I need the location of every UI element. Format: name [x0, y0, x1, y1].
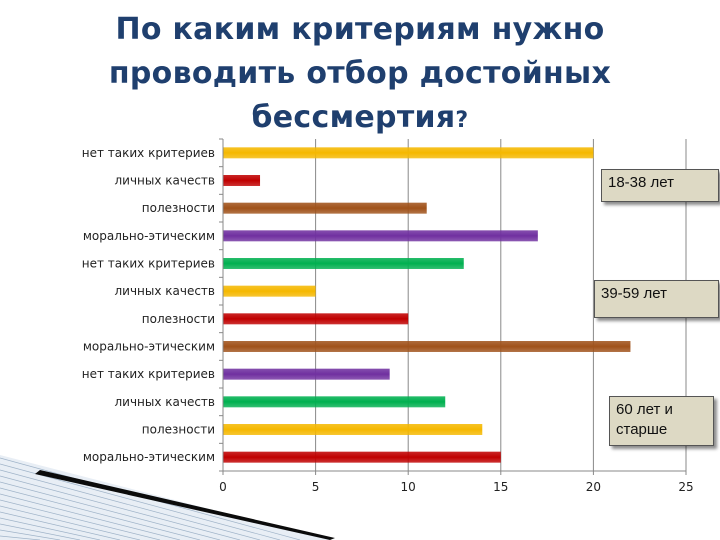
- decor-stripe: [0, 499, 161, 540]
- age-group-callout-39-59: 39-59 лет: [594, 280, 719, 318]
- y-tick-label: личных качеств: [114, 174, 215, 188]
- y-tick-label: нет таких критериев: [82, 257, 215, 271]
- decor-stripe: [0, 523, 81, 540]
- bar: [223, 368, 390, 380]
- y-tick-label: личных качеств: [114, 284, 215, 298]
- bar: [223, 313, 409, 325]
- x-tick-label: 0: [219, 480, 227, 494]
- x-tick-label: 20: [586, 480, 601, 494]
- y-tick-label: нет таких критериев: [82, 146, 215, 160]
- question-mark: ?: [455, 108, 469, 133]
- decor-stripe: [0, 481, 221, 540]
- y-axis-labels: нет таких критериев личных качеств полезно…: [82, 146, 215, 464]
- x-tick-label: 5: [312, 480, 320, 494]
- x-tick-label: 10: [401, 480, 416, 494]
- age-group-callout-60-plus: 60 лет и старше: [609, 396, 714, 446]
- decor-stripe: [0, 505, 141, 540]
- y-tick-label: нет таких критериев: [82, 367, 215, 381]
- y-tick-label: полезности: [142, 423, 215, 437]
- y-tick-label: полезности: [142, 312, 215, 326]
- slide-title: По каким критериям нужно проводить отбор…: [60, 8, 660, 143]
- chart-bars: [223, 147, 631, 463]
- bar: [223, 341, 631, 352]
- y-tick-label: личных качеств: [114, 395, 215, 409]
- bar: [223, 285, 316, 297]
- decor-stripe: [0, 469, 261, 540]
- bar: [223, 147, 594, 159]
- y-tick-label: полезности: [142, 201, 215, 215]
- decor-stripe: [0, 535, 41, 540]
- x-axis-labels: 0 5 10 15 20 25: [219, 480, 693, 494]
- y-tick-label: морально-этическим: [83, 340, 215, 354]
- corner-decoration: [0, 455, 335, 540]
- x-tick-label: 15: [493, 480, 508, 494]
- decor-stripe: [0, 517, 101, 540]
- x-tick-label: 25: [678, 480, 693, 494]
- bar: [223, 175, 261, 186]
- decor-stripe: [0, 493, 181, 540]
- decor-stripe: [0, 529, 61, 540]
- bar: [223, 230, 538, 242]
- y-tick-label: морально-этическим: [83, 229, 215, 243]
- bar: [223, 258, 464, 269]
- bar: [223, 451, 501, 463]
- decor-stripe: [0, 475, 241, 540]
- bar: [223, 424, 483, 435]
- y-tick-label: морально-этическим: [83, 450, 215, 464]
- decor-stripe: [0, 487, 201, 540]
- decor-stripe: [0, 463, 281, 540]
- decor-dark-stroke: [35, 470, 335, 540]
- slide-title-text: По каким критериям нужно проводить отбор…: [108, 12, 612, 135]
- age-group-callout-18-38: 18-38 лет: [601, 169, 719, 202]
- bar: [223, 202, 427, 214]
- bar: [223, 396, 446, 408]
- chart-axes: [219, 138, 687, 475]
- decor-stripe: [0, 511, 121, 540]
